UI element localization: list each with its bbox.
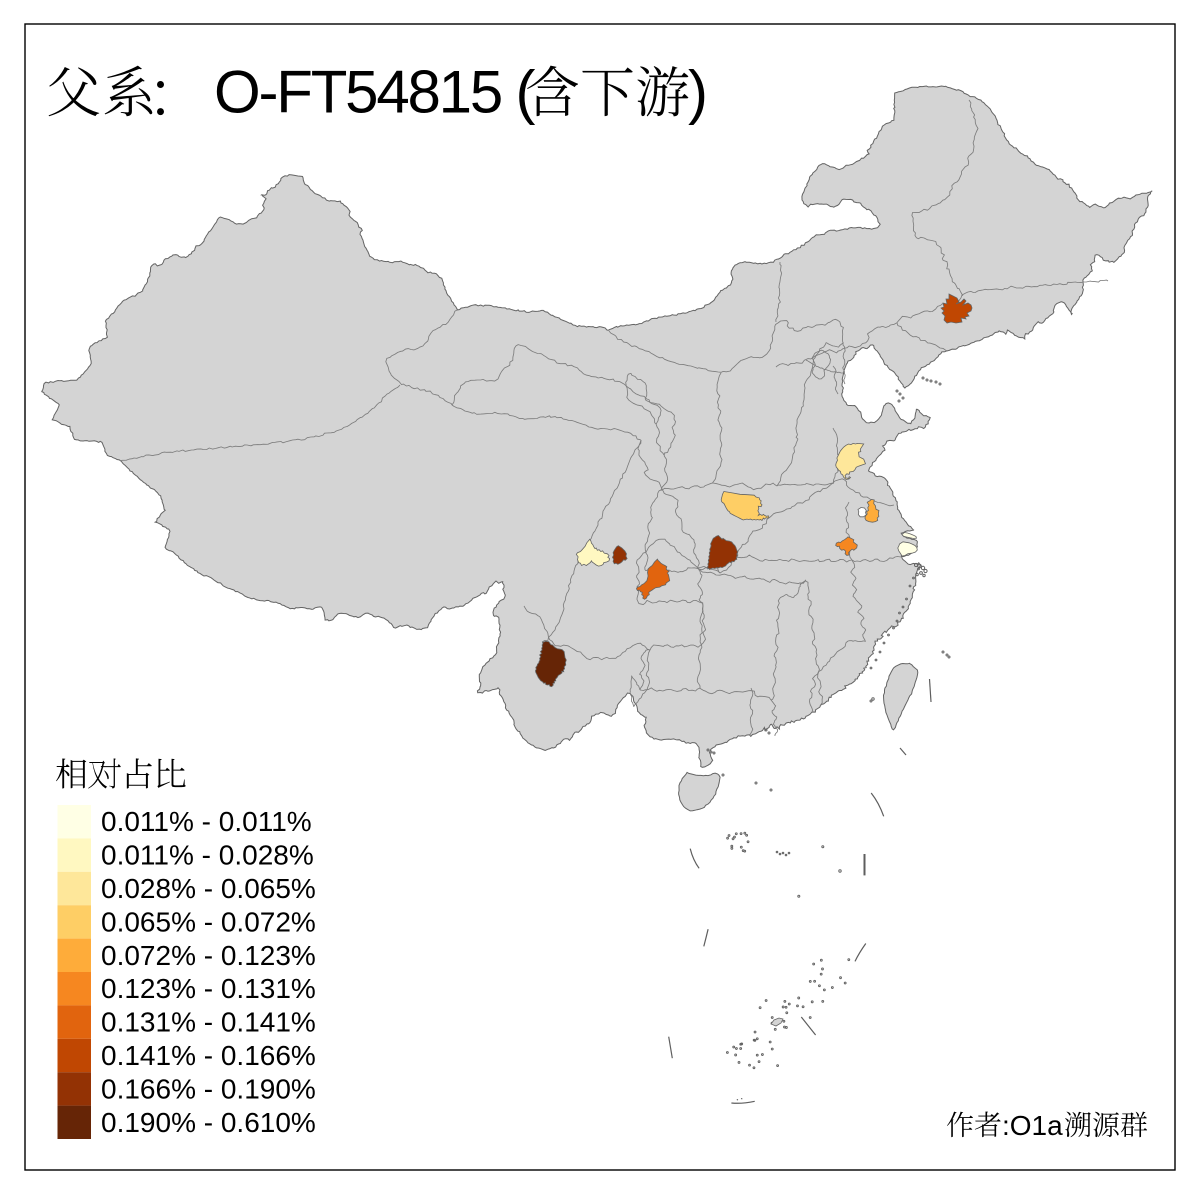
svg-text:): ) <box>688 59 708 126</box>
svg-text:0.011% - 0.011%: 0.011% - 0.011% <box>101 806 312 837</box>
svg-text:0.072% - 0.123%: 0.072% - 0.123% <box>101 940 316 971</box>
svg-text:0.166% - 0.190%: 0.166% - 0.190% <box>101 1073 316 1104</box>
svg-text::O1a: :O1a <box>1002 1110 1063 1141</box>
svg-text:0.065% - 0.072%: 0.065% - 0.072% <box>101 906 316 937</box>
svg-text:0.190% - 0.610%: 0.190% - 0.610% <box>101 1107 316 1138</box>
svg-text:0.141% - 0.166%: 0.141% - 0.166% <box>101 1040 316 1071</box>
svg-text:O-FT54815 (: O-FT54815 ( <box>214 59 535 126</box>
svg-text:0.028% - 0.065%: 0.028% - 0.065% <box>101 873 316 904</box>
svg-text:0.131% - 0.141%: 0.131% - 0.141% <box>101 1007 316 1038</box>
svg-text:0.011% - 0.028%: 0.011% - 0.028% <box>101 840 314 871</box>
svg-text:0.123% - 0.131%: 0.123% - 0.131% <box>101 973 316 1004</box>
